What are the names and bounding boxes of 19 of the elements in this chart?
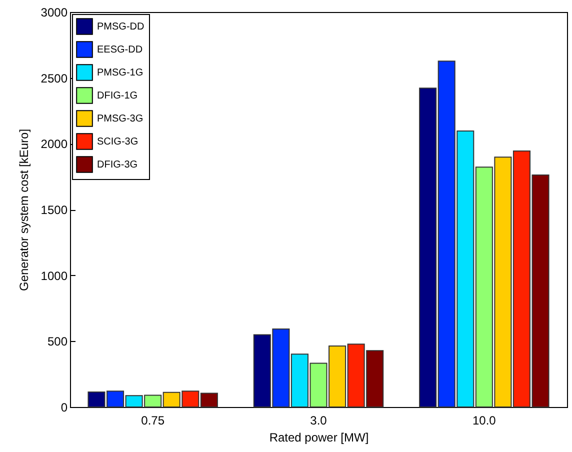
legend-label: EESG-DD (97, 44, 143, 56)
y-tick-label: 1000 (40, 268, 68, 283)
legend-label: PMSG-3G (97, 114, 144, 124)
y-tick-label: 3000 (40, 6, 68, 20)
x-tick-label: 10.0 (472, 414, 496, 428)
x-tick-label: 3.0 (310, 414, 328, 428)
legend-label: PMSG-1G (97, 68, 144, 78)
y-tick-label: 2000 (40, 137, 68, 152)
y-tick-label: 500 (47, 334, 68, 349)
y-tick-label: 2500 (40, 71, 68, 86)
x-tick-label: 0.75 (141, 414, 165, 428)
y-axis-title: Generator system cost [kEuro] (16, 128, 31, 292)
legend-label: DFIG-1G (97, 90, 138, 102)
x-axis-title: Rated power [MW] (269, 430, 369, 444)
legend-label: DFIG-3G (97, 160, 138, 170)
y-tick-label: 1500 (40, 203, 68, 217)
y-tick-label: 0 (60, 400, 68, 414)
legend-label: PMSG-DD (97, 22, 144, 32)
legend-label: SCIG-3G (97, 136, 138, 148)
